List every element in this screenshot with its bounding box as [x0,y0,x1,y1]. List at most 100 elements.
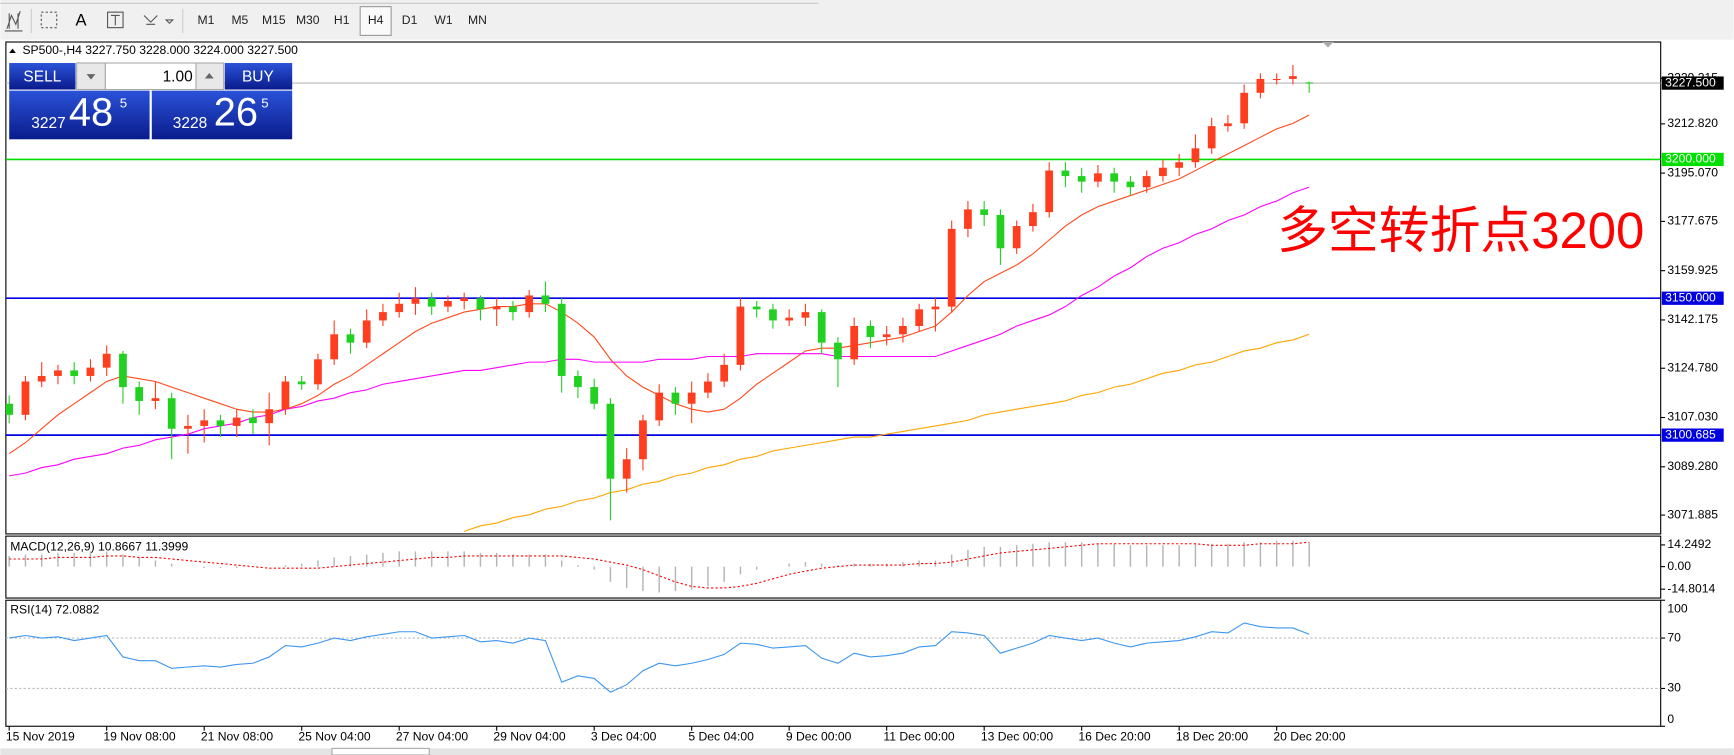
candle-body [330,334,339,360]
y-tick-label: 0.00 [1667,559,1691,573]
macd-title: MACD(12,26,9) 10.8667 11.3999 [10,539,188,553]
y-tick-label: 0 [1667,712,1674,726]
candle-body [427,298,436,307]
y-tick-label: 3177.675 [1667,214,1718,228]
candle-body [281,381,290,410]
timeframe-button[interactable]: H4 [368,13,384,27]
buy-button[interactable] [224,63,293,90]
label-icon[interactable] [107,11,124,29]
candle-body [557,303,566,376]
candle-body [996,214,1005,249]
y-tick-label: 3212.820 [1667,116,1718,130]
axes: 3229.2153212.8203195.0703177.6753159.925… [6,71,1724,744]
level-tag [1661,291,1724,305]
lot-up-arrow [204,72,214,79]
chart-tab[interactable] [331,747,430,755]
candle-body [362,320,371,343]
candle-body [70,370,79,376]
candle-body [574,375,582,388]
main-plot: 多空转折点3200 [5,65,1661,532]
candle-body [5,403,14,415]
signal-line [9,541,1310,589]
y-tick-label: 100 [1667,601,1688,615]
sell-label: SELL [23,68,61,85]
x-tick-label: 25 Nov 04:00 [298,730,370,744]
candle-body [785,317,794,321]
timeframe-button[interactable]: MN [468,13,487,27]
candle-body [444,301,452,307]
candle-body [931,306,940,310]
candle-body [964,209,972,229]
sell-pips: 48 [69,90,113,134]
candle-body [655,392,664,421]
timeframes: M1 M5 M15 M30 H1 H4 D1 W1 MN [198,6,487,36]
x-tick-label: 15 Nov 2019 [6,730,75,744]
y-tick-label: 3142.175 [1667,312,1718,326]
timeframe-button[interactable]: M15 [262,13,286,27]
x-tick-label: 18 Dec 20:00 [1176,730,1248,744]
trade-panel: SELL 1.00 BUY 3227 48 5 3228 26 5 [9,62,293,140]
x-tick-label: 21 Nov 08:00 [201,730,273,744]
candle-body [1175,162,1184,168]
candle-body [1207,126,1216,149]
grid-icon[interactable] [40,11,58,29]
sell-price-box[interactable] [9,90,150,140]
candle-body [346,334,355,343]
candle-body [947,228,956,307]
timeframe-button[interactable]: M30 [296,13,320,27]
candle-body [167,398,176,429]
x-tick-label: 27 Nov 04:00 [396,730,468,744]
y-tick-label: 3195.070 [1667,165,1718,179]
main-panel [5,41,1662,535]
candle-body [1224,123,1232,127]
candle-body [720,364,729,382]
text-tool[interactable]: A [76,10,88,29]
candle-body [135,387,144,401]
timeframe-button[interactable]: M5 [231,13,248,27]
buy-price-box[interactable] [151,90,293,140]
x-tick-label: 3 Dec 04:00 [591,730,657,744]
x-tick-label: 11 Dec 00:00 [883,730,955,744]
candle-body [980,209,989,215]
shift-marker [1322,42,1334,48]
level-label: 3200.000 [1665,152,1716,166]
candle-body [1142,176,1151,188]
timeframe-button[interactable]: H1 [334,13,350,27]
sell-button[interactable] [9,63,76,90]
timeframe-button[interactable]: W1 [434,13,452,27]
x-tick-label: 20 Dec 20:00 [1273,730,1345,744]
y-tick-label: 30 [1667,681,1681,695]
candle-body [817,312,826,343]
candle-body [1077,176,1086,182]
timeframe-button[interactable]: D1 [402,13,418,27]
label-icon-t [110,14,120,26]
arrow-icon[interactable] [143,15,175,25]
candle-body [736,306,745,365]
y-tick-label: -14.8014 [1667,581,1715,595]
sell-big-figure: 3227 [31,115,65,132]
moving-average [464,333,1310,532]
chart-icon[interactable] [4,10,23,32]
candle-body [639,420,647,460]
lot-down-arrow [86,74,96,80]
lot-value: 1.00 [163,68,193,85]
candle-body [297,381,306,385]
annotation: 多空转折点3200 [1277,202,1644,259]
timeframe-active [359,6,392,36]
candle-body [492,306,501,310]
y-tick-label: 70 [1667,630,1681,644]
moving-average [9,186,1310,477]
buy-label: BUY [242,68,274,85]
candle-body [1094,173,1102,182]
candle-body [460,298,469,302]
candle-body [687,392,696,404]
candle-body [216,420,225,426]
candle-body [1029,212,1037,227]
macd-plot [8,540,1310,593]
candle-body [102,353,111,368]
candle-body [395,303,404,313]
toolbar [0,0,1734,40]
timeframe-button[interactable]: M1 [198,13,215,27]
